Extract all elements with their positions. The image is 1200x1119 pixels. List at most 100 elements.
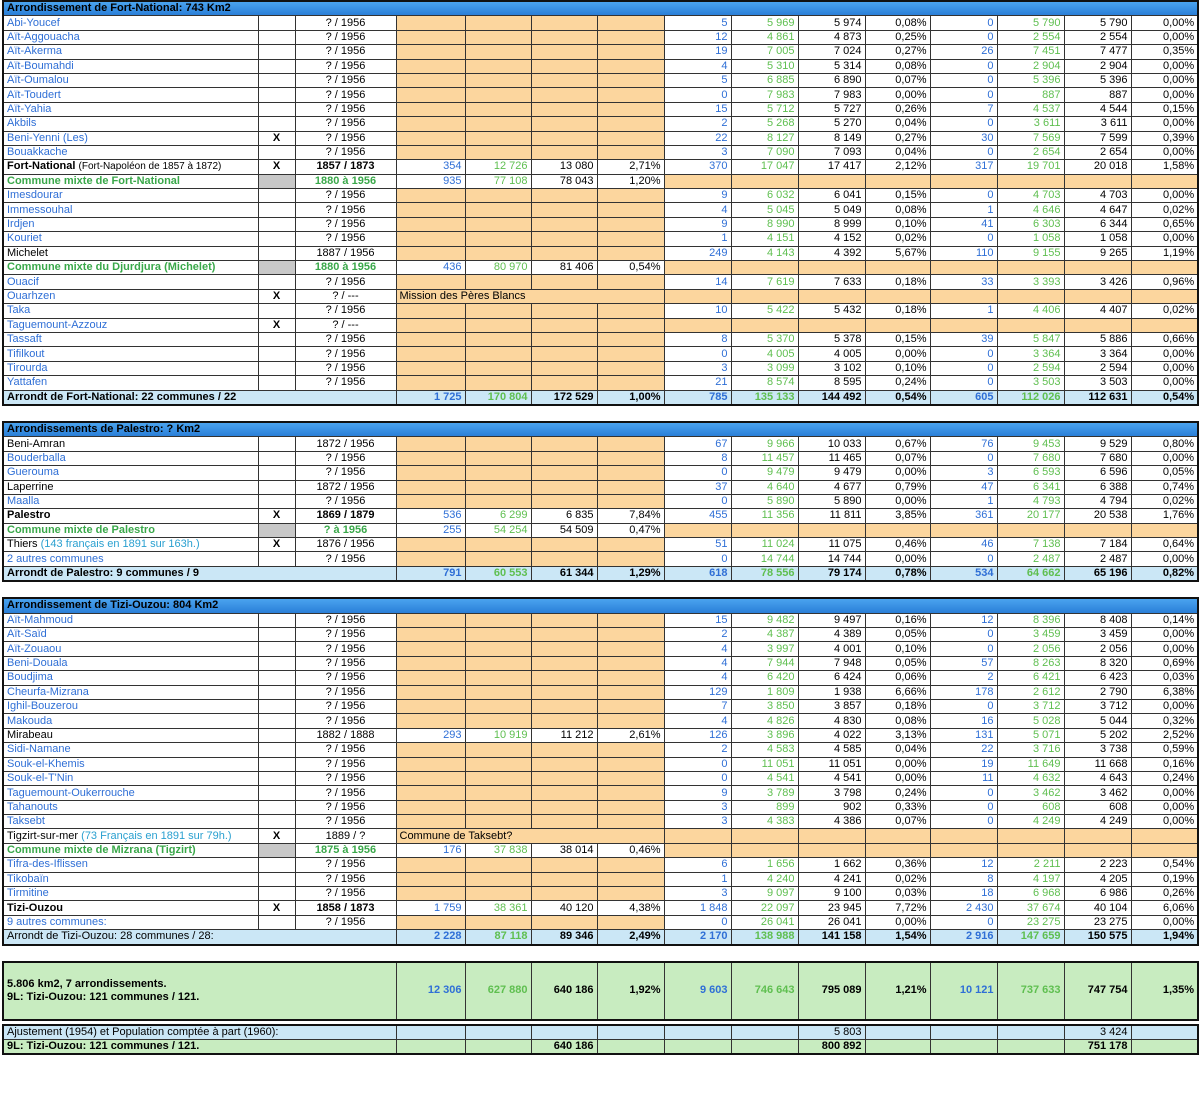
commune-row: Aït-Aggouacha? / 1956 12 4 861 4 873 0,25% 0 2… [2,29,1199,46]
value-cell: 5,67% [864,245,931,262]
empty-cell [596,274,665,290]
value-cell: 6 423 [1063,670,1132,686]
value-cell: 19 701 [996,159,1065,175]
value-cell: 317 [929,159,998,175]
value-cell: 3 611 [996,116,1065,132]
value-cell: 0,19% [1130,871,1199,888]
value-cell: 5 712 [730,101,799,118]
dates: ? / 1956 [294,713,397,729]
dates: 1875 à 1956 [294,842,397,859]
value-cell: 10 919 [464,727,532,744]
commune-row: Mirabeau 1882 / 1888 293 10 919 11 212 2,61% 1… [2,727,1199,744]
value-cell: 5 886 [1063,331,1132,348]
value-cell: 0 [929,188,998,204]
value-cell: 2 [663,116,732,132]
x-mark: X [257,288,296,305]
commune-row: Aït-Zouaou? / 1956 4 3 997 4 001 0,10% 0 2 056… [2,641,1199,657]
empty-cell [929,842,998,859]
value-cell: 2,71% [596,159,665,175]
value-cell: 112 026 [996,389,1065,406]
section-title: Arrondissement de Tizi-Ouzou: 804 Km2 [2,597,1199,614]
empty-cell [257,814,296,830]
value-cell: 5 310 [730,58,799,74]
value-cell: 4 386 [797,814,866,830]
empty-cell [464,537,532,553]
value-cell: 1,00% [596,389,665,406]
value-cell: 0,07% [864,450,931,467]
value-cell: 79 174 [797,565,866,582]
value-cell: 15 [663,612,732,629]
value-cell: 618 [663,565,732,582]
value-cell: 37 [663,479,732,495]
value-cell: 0,00% [864,551,931,567]
value-cell: 0,26% [864,101,931,118]
value-cell: 3 611 [1063,116,1132,132]
value-cell: 4,38% [596,900,665,916]
value-cell: 3 099 [730,360,799,377]
value-cell: 0,00% [1130,116,1199,132]
empty-cell [257,698,296,715]
value-cell: 7 948 [797,655,866,672]
value-cell: 0,18% [864,303,931,319]
total-label: Arrondt de Tizi-Ouzou: 28 communes / 28: [2,929,397,946]
commune-row: Tifilkout? / 1956 0 4 005 4 005 0,00% 0 3 364 3… [2,346,1199,362]
final-row: Ajustement (1954) et Population comptée … [2,1024,1199,1040]
value-cell: 0,69% [1130,655,1199,672]
section-title: Arrondissements de Palestro: ? Km2 [2,421,1199,438]
value-cell: 9 [663,785,732,801]
value-cell: 37 838 [464,842,532,859]
commune-name: Aït-Zouaou [2,641,259,657]
remark: Mission des Pères Blancs [395,288,665,305]
empty-cell [1063,173,1132,190]
value-cell: 0,05% [864,627,931,643]
commune-row: Immessouhal? / 1956 4 5 045 5 049 0,08% 1 4 64… [2,202,1199,218]
value-cell: 2 904 [1063,58,1132,74]
value-cell: 4 703 [996,188,1065,204]
empty-cell [864,1039,931,1055]
empty-cell [257,493,296,510]
value-cell: 8 396 [996,612,1065,629]
value-cell: 0,10% [864,641,931,657]
value-cell: 0,67% [864,436,931,452]
value-cell: 8 127 [730,130,799,146]
value-cell: 150 575 [1063,929,1132,946]
value-cell: 370 [663,159,732,175]
value-cell: 3 [929,465,998,481]
empty-cell [530,216,598,233]
dates: ? / 1956 [294,684,397,700]
section-header: Arrondissements de Palestro: ? Km2 [2,421,1199,438]
value-cell: 14 744 [797,551,866,567]
value-cell: 293 [395,727,466,744]
commune-name: 2 autres communes [2,551,259,567]
empty-cell [395,450,466,467]
value-cell: 2 211 [996,857,1065,873]
empty-cell [663,288,732,305]
empty-cell [257,173,296,190]
commune-row: Bouakkache? / 1956 3 7 090 7 093 0,04% 0 2 654… [2,144,1199,161]
value-cell: 0 [929,814,998,830]
dates: ? / --- [294,288,397,305]
empty-cell [395,914,466,931]
commune-row: Makouda ? / 1956 4 4 826 4 830 0,08% 16 5 028 5 … [2,713,1199,729]
value-cell: 5 268 [730,116,799,132]
empty-cell [257,331,296,348]
section-title: Arrondissement de Fort-National: 743 Km2 [2,0,1199,17]
empty-cell [257,479,296,495]
value-cell: 2,12% [864,159,931,175]
value-cell: 0,27% [864,44,931,60]
empty-cell [257,770,296,787]
value-cell: 129 [663,684,732,700]
value-cell: 3 459 [1063,627,1132,643]
value-cell: 11 051 [730,756,799,772]
empty-cell [530,537,598,553]
dates: ? / 1956 [294,303,397,319]
commune-row: Irdjen ? / 1956 9 8 990 8 999 0,10% 41 6 303 6 3… [2,216,1199,233]
empty-cell [464,130,532,146]
empty-cell [596,317,665,333]
empty-cell [395,144,466,161]
value-cell: 1,92% [596,961,665,1021]
commune-name: Maalla [2,493,259,510]
empty-cell [257,144,296,161]
data-table: Arrondissements de Palestro: ? Km2 Beni-A… [2,420,1200,583]
